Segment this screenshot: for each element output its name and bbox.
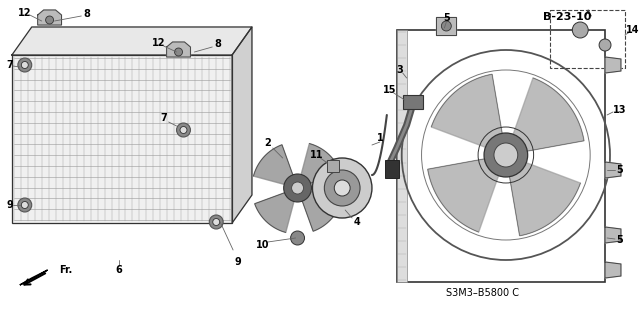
Bar <box>12 55 232 223</box>
Circle shape <box>45 16 54 24</box>
Polygon shape <box>298 188 342 231</box>
Polygon shape <box>506 155 580 236</box>
Text: 12: 12 <box>18 8 31 18</box>
Text: 9: 9 <box>235 257 241 267</box>
Polygon shape <box>428 155 506 232</box>
Text: 13: 13 <box>613 105 627 115</box>
Circle shape <box>334 180 350 196</box>
Text: Fr.: Fr. <box>60 265 73 275</box>
Text: 6: 6 <box>116 265 122 275</box>
Polygon shape <box>436 17 456 35</box>
Circle shape <box>21 62 28 69</box>
Text: 7: 7 <box>160 113 167 123</box>
Bar <box>385 160 399 178</box>
Text: 4: 4 <box>354 217 360 227</box>
Bar <box>397 30 406 282</box>
Polygon shape <box>605 227 621 243</box>
Text: 12: 12 <box>152 38 166 48</box>
Text: 5: 5 <box>616 235 623 245</box>
Polygon shape <box>255 188 298 233</box>
Polygon shape <box>166 42 191 57</box>
Text: S3M3–B5800 C: S3M3–B5800 C <box>445 288 518 298</box>
Circle shape <box>175 48 182 56</box>
Circle shape <box>442 21 451 31</box>
Circle shape <box>18 198 32 212</box>
Text: 8: 8 <box>215 39 221 49</box>
Text: B-23-10: B-23-10 <box>543 12 591 22</box>
Circle shape <box>18 58 32 72</box>
Polygon shape <box>431 74 506 155</box>
Polygon shape <box>38 10 61 25</box>
Text: 14: 14 <box>626 25 639 35</box>
Circle shape <box>212 219 220 226</box>
Text: 5: 5 <box>616 165 623 175</box>
Polygon shape <box>20 270 47 285</box>
Text: 11: 11 <box>310 150 323 160</box>
Polygon shape <box>298 144 340 188</box>
Bar <box>397 30 605 282</box>
Circle shape <box>312 158 372 218</box>
Polygon shape <box>506 78 584 155</box>
Polygon shape <box>12 27 252 55</box>
Text: 15: 15 <box>383 85 397 95</box>
Text: 10: 10 <box>256 240 269 250</box>
Text: 1: 1 <box>376 133 383 143</box>
Circle shape <box>209 215 223 229</box>
Circle shape <box>324 170 360 206</box>
Circle shape <box>599 39 611 51</box>
Circle shape <box>177 123 191 137</box>
Text: 9: 9 <box>6 200 13 210</box>
Text: 7: 7 <box>6 60 13 70</box>
Bar <box>403 95 422 109</box>
Text: 3: 3 <box>396 65 403 75</box>
Circle shape <box>292 182 303 194</box>
Circle shape <box>291 231 305 245</box>
Text: 8: 8 <box>84 9 91 19</box>
Polygon shape <box>605 57 621 73</box>
Circle shape <box>484 133 527 177</box>
Circle shape <box>21 202 28 209</box>
Text: 5: 5 <box>443 13 450 23</box>
Bar <box>550 10 625 68</box>
Circle shape <box>494 143 518 167</box>
Polygon shape <box>605 262 621 278</box>
Circle shape <box>572 22 588 38</box>
Polygon shape <box>12 55 232 223</box>
Circle shape <box>284 174 312 202</box>
Polygon shape <box>232 27 252 223</box>
Bar <box>327 160 339 172</box>
Polygon shape <box>605 162 621 178</box>
Polygon shape <box>253 145 298 188</box>
Circle shape <box>180 127 187 133</box>
Text: 2: 2 <box>264 138 271 148</box>
